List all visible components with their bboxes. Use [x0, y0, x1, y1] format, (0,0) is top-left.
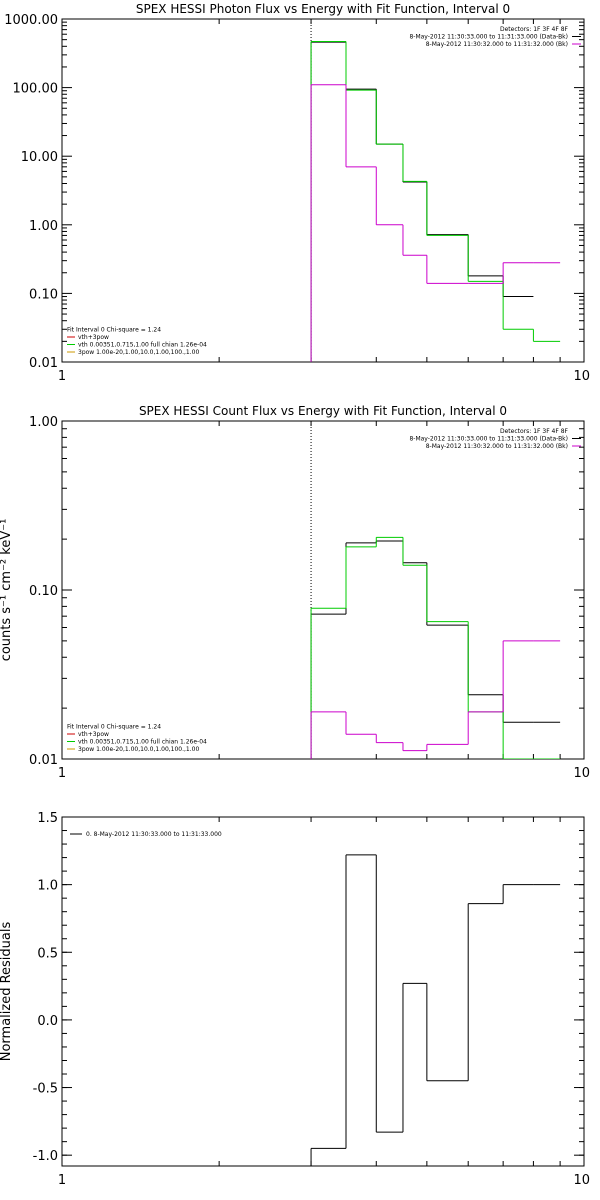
count-title: SPEX HESSI Count Flux vs Energy with Fit… [139, 404, 507, 418]
count-series-data-bk [310, 540, 561, 759]
count-y-tick-label: 0.01 [29, 753, 58, 768]
photon-y-tick-label: 100.00 [13, 82, 59, 97]
count-legend-top-item: Detectors: 1F 3F 4F 8F [500, 428, 569, 435]
count-legend-bottom-item: 3pow 1.00e-20,1.00,10.0,1.00,100.,1.00 [78, 746, 199, 753]
photon-y-tick-label: 1000.00 [4, 13, 58, 28]
count-legend-bottom-item: Fit Interval 0 Chi-square = 1.24 [67, 724, 161, 731]
photon-legend-top-item: 8-May-2012 11:30:33.000 to 11:31:33.000 … [409, 34, 568, 41]
resid-panel: Normalized Residuals 1.5 1.0 0.5 0.0 -0.5 -1.0… [0, 811, 590, 1188]
photon-y-tick-label: 1.00 [29, 219, 58, 234]
count-y-axis-label: counts s⁻¹ cm⁻² keV⁻¹ [0, 519, 14, 662]
photon-x-tick-label: 10 [573, 369, 590, 384]
resid-legend-item: 0. 8-May-2012 11:30:33.000 to 11:31:33.0… [86, 831, 222, 838]
resid-x-tick-label: 1 [58, 1173, 66, 1188]
count-x-tick-label: 10 [573, 766, 590, 781]
resid-y-tick-label: 0.0 [37, 1014, 58, 1029]
photon-axes-frame [61, 18, 585, 363]
photon-panel: SPEX HESSI Photon Flux vs Energy with Fi… [4, 2, 590, 384]
photon-y-tick-label: 0.10 [29, 287, 58, 302]
resid-y-tick-label: -1.0 [33, 1149, 58, 1164]
count-series-model [310, 536, 561, 759]
photon-legend-bottom-item: Fit Interval 0 Chi-square = 1.24 [67, 327, 161, 334]
count-legend-top-item: 8-May-2012 11:30:33.000 to 11:31:33.000 … [409, 436, 568, 443]
count-axes-frame [61, 420, 585, 760]
count-legend-bottom-item: vth 0.00351,0.715,1.00 full chian 1.26e-… [78, 739, 207, 746]
photon-legend-bottom-item: vth+3pow [78, 334, 109, 341]
count-y-tick-label: 0.10 [29, 584, 58, 599]
photon-y-tick-label: 0.01 [29, 356, 58, 371]
photon-y-tick-label: 10.00 [21, 150, 58, 165]
count-x-tick-label: 1 [58, 766, 66, 781]
photon-legend-top-item: 8-May-2012 11:30:32.000 to 11:31:32.000 … [426, 41, 568, 48]
resid-y-tick-label: 1.0 [37, 879, 58, 894]
photon-legend-bottom-item: vth 0.00351,0.715,1.00 full chian 1.26e-… [78, 342, 207, 349]
count-legend-top-item: 8-May-2012 11:30:32.000 to 11:31:32.000 … [426, 443, 568, 450]
resid-y-tick-label: 0.5 [37, 946, 58, 961]
resid-x-tick-label: 10 [573, 1173, 590, 1188]
resid-y-tick-label: -0.5 [33, 1082, 58, 1097]
resid-y-axis-label: Normalized Residuals [0, 922, 14, 1062]
photon-series-group [310, 40, 561, 362]
count-series-group [310, 536, 561, 759]
resid-series-residuals [310, 854, 561, 1166]
count-y-tick-label: 1.00 [29, 415, 58, 430]
photon-legend-top-item: Detectors: 1F 3F 4F 8F [500, 26, 569, 33]
count-series-bk [310, 640, 561, 759]
resid-series-group [310, 854, 561, 1166]
count-panel: SPEX HESSI Count Flux vs Energy with Fit… [0, 404, 590, 781]
photon-series-data-bk [310, 41, 534, 362]
photon-x-tick-label: 1 [58, 369, 66, 384]
resid-y-tick-label: 1.5 [37, 811, 58, 826]
resid-axes-frame [61, 816, 585, 1167]
photon-legend-bottom-item: 3pow 1.00e-20,1.00,10.0,1.00,100.,1.00 [78, 349, 199, 356]
photon-series-bk [310, 84, 561, 362]
photon-title: SPEX HESSI Photon Flux vs Energy with Fi… [136, 2, 510, 16]
count-legend-bottom-item: vth+3pow [78, 731, 109, 738]
